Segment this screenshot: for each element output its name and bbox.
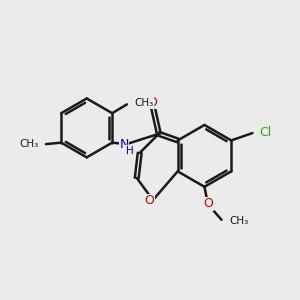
Text: CH₃: CH₃ xyxy=(229,216,248,226)
Text: H: H xyxy=(125,146,133,156)
Text: CH₃: CH₃ xyxy=(19,139,38,148)
Text: O: O xyxy=(145,194,154,207)
Text: O: O xyxy=(147,95,157,109)
Text: N: N xyxy=(119,138,129,151)
Text: Cl: Cl xyxy=(259,126,271,139)
Text: CH₃: CH₃ xyxy=(134,98,154,108)
Text: O: O xyxy=(204,197,214,210)
